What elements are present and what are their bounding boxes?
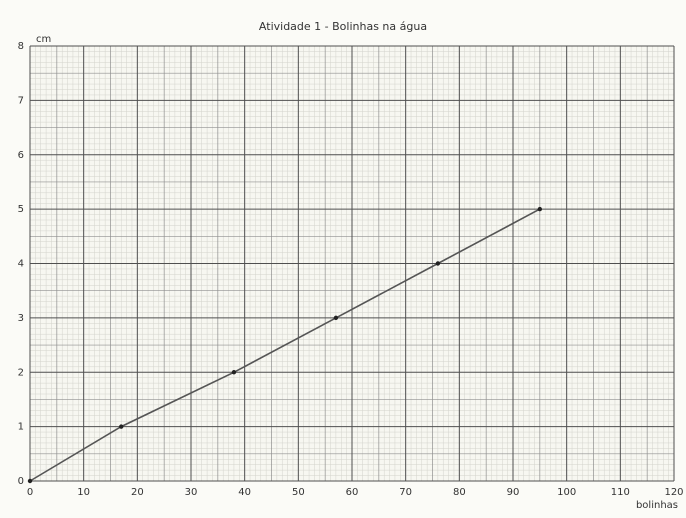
y-tick-label: 3: [18, 313, 24, 324]
x-tick-label: 100: [557, 487, 576, 498]
series-layer: [27, 206, 543, 484]
data-point: [435, 261, 441, 266]
x-tick-label: 10: [77, 487, 90, 498]
tick-labels: 0 10 20 30 40 50 60 70 80 90 100 110 120 0 1 2 3 4 5 6 7 8: [18, 41, 684, 498]
x-tick-label: 40: [238, 487, 251, 498]
x-tick-label: 60: [346, 487, 359, 498]
chart-title: Atividade 1 - Bolinhas na água: [259, 20, 427, 33]
major-grid: [29, 45, 675, 482]
y-tick-label: 6: [18, 150, 24, 161]
x-tick-label: 80: [453, 487, 466, 498]
x-tick-label: 20: [131, 487, 144, 498]
x-axis-label: bolinhas: [636, 500, 678, 511]
y-tick-label: 8: [18, 41, 24, 52]
y-tick-label: 5: [18, 204, 24, 215]
data-point: [231, 370, 237, 375]
y-tick-label: 2: [18, 367, 24, 378]
data-point: [119, 424, 124, 429]
data-point: [333, 315, 339, 321]
series-line: [29, 208, 541, 482]
x-tick-label: 70: [399, 487, 412, 498]
y-tick-label: 0: [18, 476, 24, 487]
y-tick-label: 4: [18, 259, 24, 270]
x-tick-label: 50: [292, 487, 305, 498]
x-tick-label: 110: [611, 487, 630, 498]
y-axis-label: cm: [36, 34, 51, 45]
x-tick-label: 120: [664, 487, 683, 498]
y-tick-label: 1: [18, 422, 24, 433]
x-tick-label: 30: [185, 487, 198, 498]
data-point: [537, 206, 543, 212]
y-tick-label: 7: [18, 95, 24, 106]
data-point: [27, 478, 33, 484]
x-tick-label: 90: [507, 487, 520, 498]
x-tick-label: 0: [27, 487, 33, 498]
